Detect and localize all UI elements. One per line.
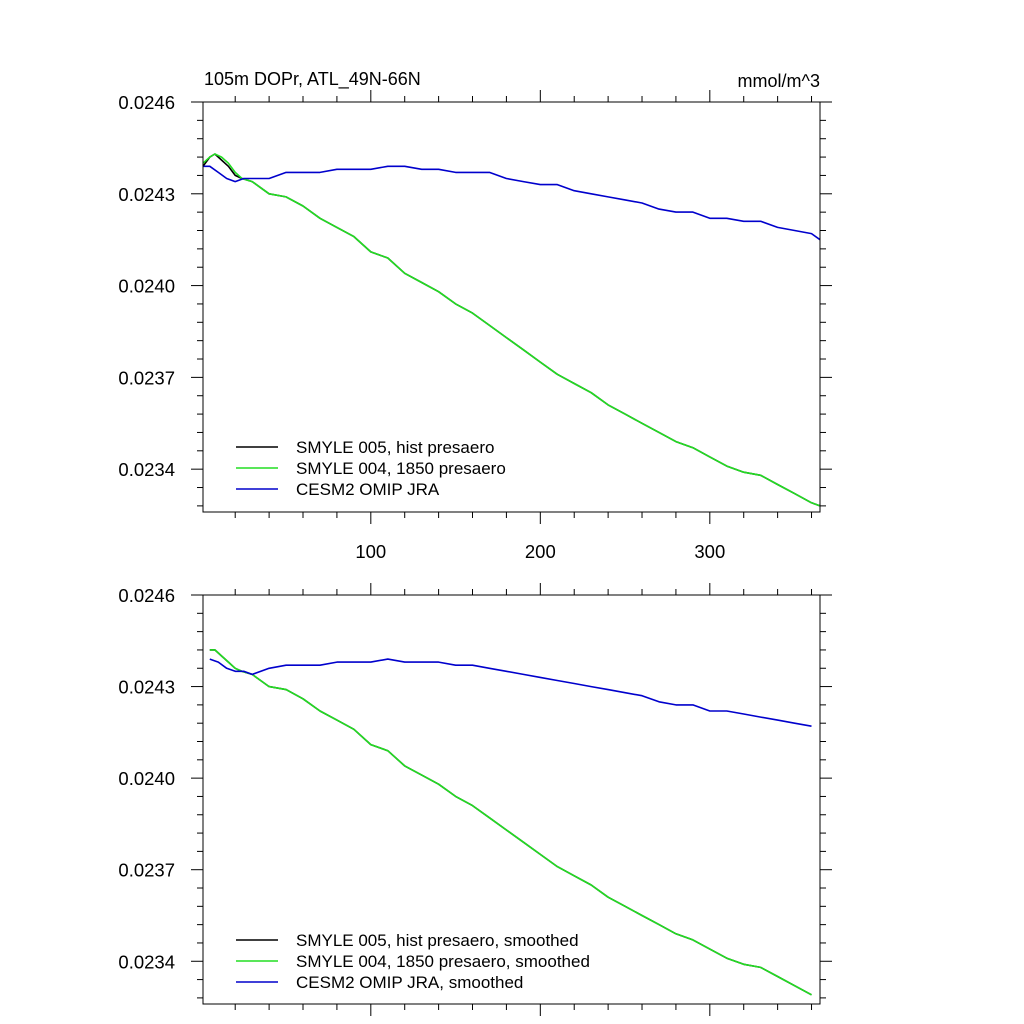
x-tick-label: 200	[525, 541, 556, 562]
top-legend: SMYLE 005, hist presaero SMYLE 004, 1850 …	[236, 438, 506, 499]
x-tick-label: 100	[355, 541, 386, 562]
top-panel: 105m DOPr, ATL_49N-66N mmol/m^3 0.02340.…	[118, 69, 832, 562]
y-tick-label: 0.0243	[118, 677, 175, 698]
bottom-series-group	[209, 649, 812, 996]
legend-label-3: CESM2 OMIP JRA	[296, 480, 440, 499]
series-line-2	[209, 649, 812, 996]
legend-label-2: SMYLE 004, 1850 presaero, smoothed	[296, 952, 590, 971]
top-plot-frame	[202, 101, 821, 513]
legend-label-1: SMYLE 005, hist presaero, smoothed	[296, 931, 579, 950]
y-tick-label: 0.0246	[118, 92, 175, 113]
y-tick-label: 0.0234	[118, 459, 175, 480]
top-panel-title: 105m DOPr, ATL_49N-66N	[204, 69, 421, 90]
legend-label-3: CESM2 OMIP JRA, smoothed	[296, 973, 523, 992]
top-series-group	[202, 153, 821, 507]
y-tick-label: 0.0243	[118, 184, 175, 205]
series-line-3	[209, 658, 812, 727]
bottom-panel: 0.0234 0.0237 0.0240 0.0243 0.0246 SMYLE 005…	[118, 583, 832, 1016]
bottom-plot-frame	[202, 594, 821, 1005]
top-panel-units: mmol/m^3	[738, 71, 820, 91]
bottom-tick-marks	[191, 583, 832, 1016]
top-tick-marks	[191, 90, 832, 524]
series-line-2	[202, 153, 821, 507]
top-x-tick-labels: 100 200 300	[355, 541, 725, 562]
y-tick-label: 0.0234	[118, 951, 175, 972]
legend-label-1: SMYLE 005, hist presaero	[296, 438, 494, 457]
top-y-tick-labels: 0.0234 0.0237 0.0240 0.0243 0.0246	[118, 92, 175, 480]
y-tick-label: 0.0240	[118, 276, 175, 297]
y-tick-label: 0.0237	[118, 367, 175, 388]
y-tick-label: 0.0246	[118, 585, 175, 606]
bottom-legend: SMYLE 005, hist presaero, smoothed SMYLE …	[236, 931, 590, 992]
y-tick-label: 0.0237	[118, 860, 175, 881]
y-tick-label: 0.0240	[118, 768, 175, 789]
x-tick-label: 300	[694, 541, 725, 562]
legend-label-2: SMYLE 004, 1850 presaero	[296, 459, 506, 478]
series-line-3	[203, 165, 821, 241]
bottom-y-tick-labels: 0.0234 0.0237 0.0240 0.0243 0.0246	[118, 585, 175, 972]
